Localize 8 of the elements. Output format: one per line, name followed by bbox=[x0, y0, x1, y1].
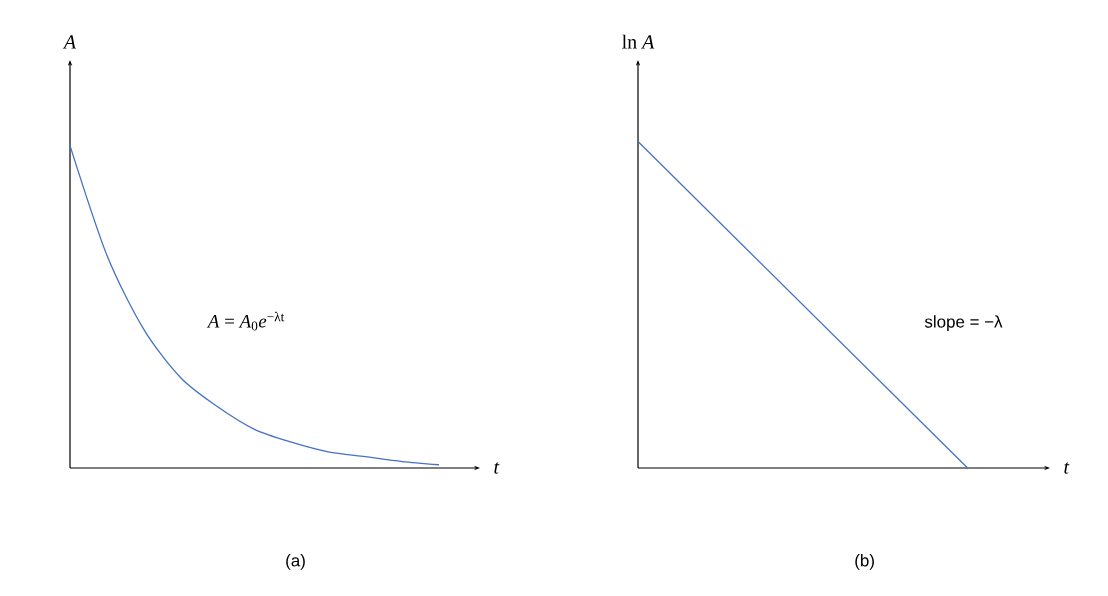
x-axis-title: t bbox=[1064, 462, 1070, 474]
annotation: A = A$_{0}$e$^{−λt}$ bbox=[206, 311, 285, 331]
annotation: slope = −λ bbox=[924, 315, 1003, 332]
y-axis-title: A bbox=[62, 35, 77, 49]
x-axis-title: t bbox=[494, 462, 500, 474]
text: (b) bbox=[855, 554, 874, 570]
y-axis-title: ln A bbox=[622, 34, 655, 49]
text: (a) bbox=[286, 554, 305, 570]
